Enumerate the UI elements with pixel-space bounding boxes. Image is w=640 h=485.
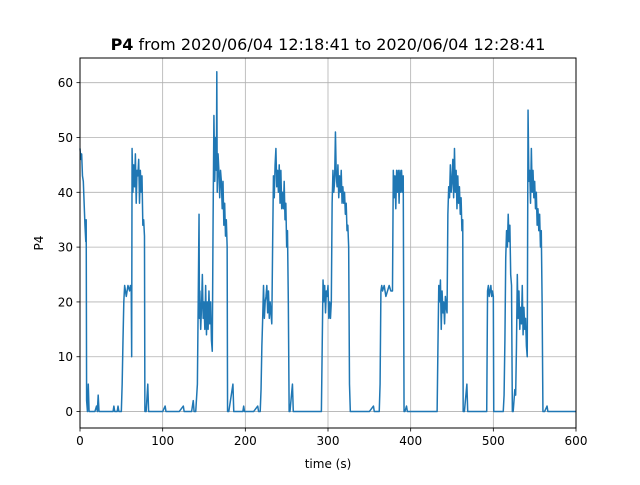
x-tick-label: 200 <box>234 434 257 448</box>
y-tick-label: 0 <box>65 405 73 419</box>
chart-title-rest: from 2020/06/04 12:18:41 to 2020/06/04 1… <box>133 35 545 54</box>
x-axis-label: time (s) <box>305 457 352 471</box>
y-tick-label: 10 <box>58 350 73 364</box>
x-tick-label: 0 <box>76 434 84 448</box>
y-tick-label: 60 <box>58 76 73 90</box>
series-line <box>79 70 576 413</box>
x-tick-label: 300 <box>317 434 340 448</box>
y-axis-label: P4 <box>32 236 46 251</box>
x-tick-label: 600 <box>565 434 588 448</box>
x-tick-label: 100 <box>151 434 174 448</box>
y-tick-label: 40 <box>58 186 73 200</box>
y-tick-label: 50 <box>58 131 73 145</box>
x-tick-label: 500 <box>482 434 505 448</box>
x-tick-label: 400 <box>399 434 422 448</box>
chart-title: P4 from 2020/06/04 12:18:41 to 2020/06/0… <box>111 35 546 54</box>
axis-ticks: 0 100 200 300 400 500 600 0 10 20 30 40 50 60 <box>58 76 588 448</box>
y-tick-label: 20 <box>58 295 73 309</box>
data-series <box>79 70 576 413</box>
chart-title-bold: P4 <box>111 35 134 54</box>
y-tick-label: 30 <box>58 241 73 255</box>
